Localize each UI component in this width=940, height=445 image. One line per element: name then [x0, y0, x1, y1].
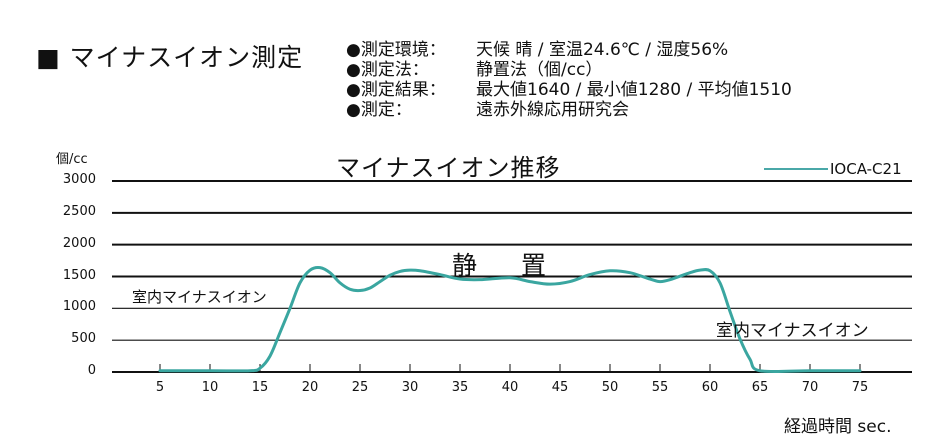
info-value: 遠赤外線応用研究会 [476, 100, 629, 120]
info-row-result: ●測定結果： 最大値1640 / 最小値1280 / 平均値1510 [346, 80, 792, 100]
info-label: ●測定環境： [346, 40, 446, 60]
x-axis [159, 364, 861, 372]
y-tick-label: 3000 [62, 172, 96, 187]
info-label: ●測定法： [346, 60, 429, 80]
x-tick-label: 75 [851, 380, 869, 395]
y-tick-label: 2000 [62, 235, 96, 251]
info-row-environment: ●測定環境： 天候 晴 / 室温24.6℃ / 湿度56% [346, 40, 792, 60]
legend-line-swatch [764, 168, 828, 170]
info-label: ●測定結果： [346, 80, 446, 100]
x-tick-label: 30 [401, 380, 419, 395]
y-axis-unit: 個/cc [56, 152, 88, 167]
x-tick-label: 45 [551, 380, 569, 395]
info-value: 天候 晴 / 室温24.6℃ / 湿度56% [476, 40, 729, 60]
y-tick-label: 2500 [62, 203, 96, 219]
y-tick-label: 1000 [62, 299, 96, 315]
x-tick-label: 65 [751, 380, 769, 395]
info-row-method: ●測定法： 静置法（個/cc） [346, 60, 792, 80]
x-tick-label: 5 [155, 380, 165, 395]
annotation-indoor-ions-right: 室内マイナスイオン [716, 321, 869, 341]
measurement-info: ●測定環境： 天候 晴 / 室温24.6℃ / 湿度56% ●測定法： 静置法（… [346, 40, 792, 120]
y-tick-label: 1500 [62, 267, 96, 283]
info-label: ●測定： [346, 100, 412, 120]
x-tick-label: 15 [251, 380, 269, 395]
info-value: 静置法（個/cc） [476, 60, 603, 80]
x-tick-label: 60 [701, 380, 719, 395]
info-value: 最大値1640 / 最小値1280 / 平均値1510 [476, 80, 792, 100]
x-axis-label: 経過時間 sec. [784, 417, 892, 437]
x-tick-label: 35 [451, 380, 469, 395]
x-tick-label: 20 [301, 380, 319, 395]
annotation-indoor-ions-left: 室内マイナスイオン [132, 288, 267, 306]
x-tick-label: 25 [351, 380, 369, 395]
y-tick-label: 0 [87, 363, 96, 378]
x-tick-label: 50 [601, 380, 619, 395]
x-tick-label: 10 [201, 380, 219, 395]
legend: IOCA-C21 [764, 160, 902, 178]
chart-title: マイナスイオン推移 [336, 154, 561, 182]
x-tick-label: 40 [501, 380, 519, 395]
y-tick-label: 500 [71, 331, 96, 347]
legend-label: IOCA-C21 [830, 160, 902, 178]
annotation-static: 静 置 [452, 251, 564, 280]
series-line-ioca-c21 [158, 265, 862, 374]
info-row-measured-by: ●測定： 遠赤外線応用研究会 [346, 100, 792, 120]
x-tick-label: 55 [651, 380, 669, 395]
page-title: ■ マイナスイオン測定 [36, 43, 304, 72]
x-tick-label: 70 [801, 380, 819, 395]
